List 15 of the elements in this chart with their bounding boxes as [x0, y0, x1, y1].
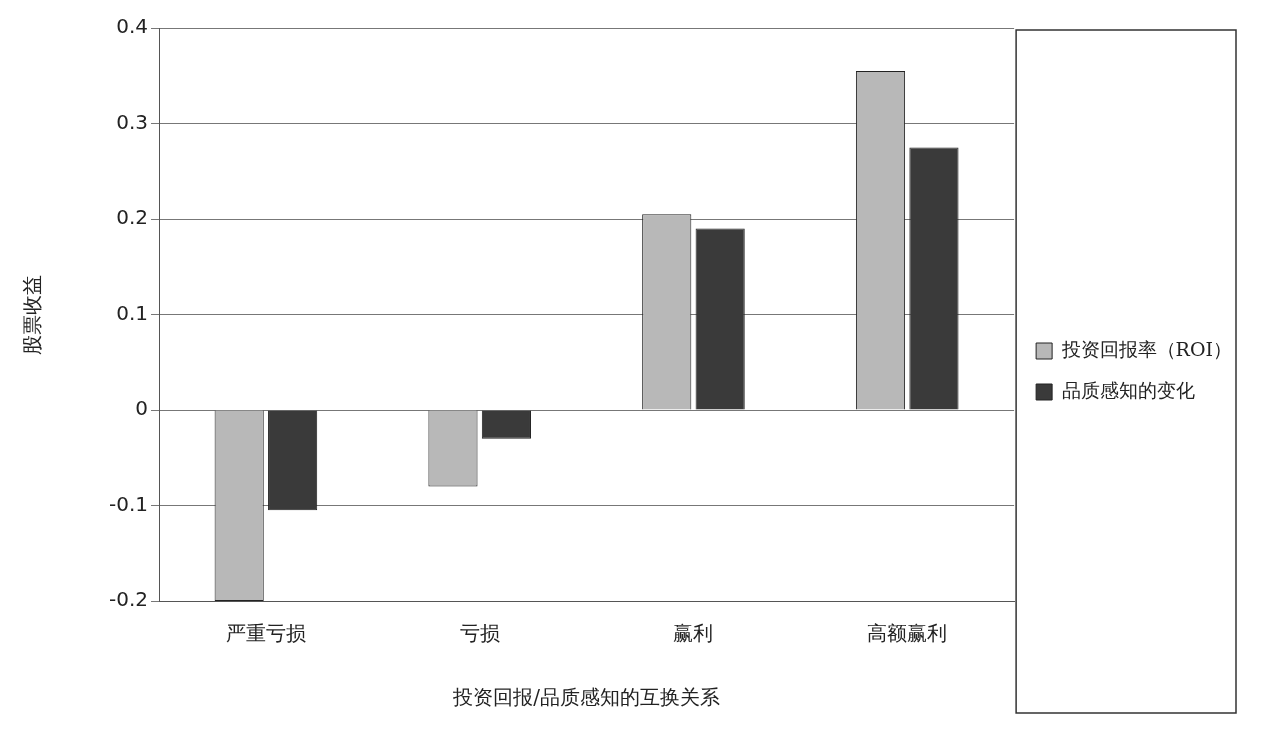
- y-axis-title: 股票收益: [20, 274, 45, 355]
- y-tick-label: 0: [135, 396, 149, 421]
- y-tick-label: 0.2: [116, 205, 149, 230]
- x-tick-label: 严重亏损: [225, 621, 306, 646]
- y-tick-label: 0.4: [116, 14, 149, 39]
- legend-label: 品质感知的变化: [1061, 378, 1195, 401]
- y-tick-label: 0.1: [116, 300, 149, 325]
- x-axis-title: 投资回报/品质感知的互换关系: [452, 685, 720, 710]
- legend-label: 投资回报率（ROI）: [1060, 337, 1232, 360]
- x-tick-label: 亏损: [459, 621, 500, 646]
- y-tick-label: 0.3: [116, 109, 149, 134]
- y-tick-label: -0.2: [108, 587, 149, 612]
- x-tick-label: 赢利: [673, 621, 714, 646]
- x-tick-label: 高额赢利: [867, 621, 948, 646]
- y-tick-label: -0.1: [108, 491, 149, 516]
